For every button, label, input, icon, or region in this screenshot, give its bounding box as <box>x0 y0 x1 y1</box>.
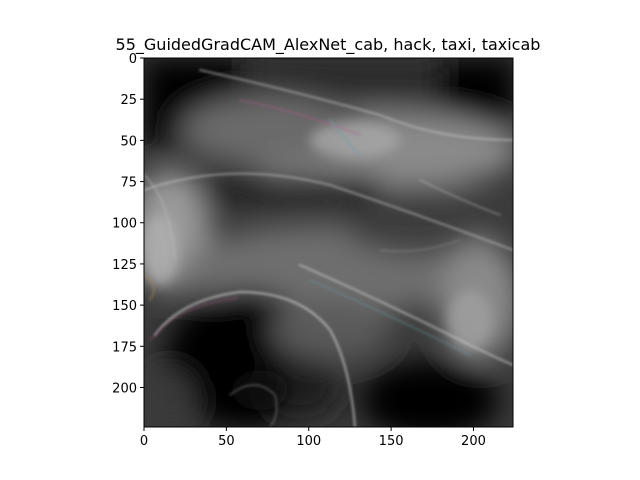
y-tick-label: 150 <box>112 299 137 314</box>
y-tick-label: 200 <box>112 381 137 396</box>
x-axis: 0 50 100 150 200 <box>140 427 486 449</box>
x-tick-label: 0 <box>140 434 148 449</box>
y-tick-label: 75 <box>120 176 137 191</box>
x-tick-label: 200 <box>461 434 486 449</box>
y-tick-label: 175 <box>112 340 137 355</box>
y-tick-label: 0 <box>129 52 137 67</box>
x-tick-label: 150 <box>379 434 404 449</box>
plot-frame <box>143 57 514 428</box>
y-tick-label: 100 <box>112 217 137 232</box>
y-tick-label: 125 <box>112 258 137 273</box>
figure-title: 55_GuidedGradCAM_AlexNet_cab, hack, taxi… <box>116 35 541 55</box>
saliency-image <box>144 58 513 427</box>
y-tick-label: 25 <box>120 93 137 108</box>
y-axis: 0 25 50 75 100 125 150 175 200 <box>112 52 144 396</box>
x-tick-label: 50 <box>218 434 235 449</box>
x-tick-label: 100 <box>296 434 321 449</box>
y-tick-label: 50 <box>120 134 137 149</box>
